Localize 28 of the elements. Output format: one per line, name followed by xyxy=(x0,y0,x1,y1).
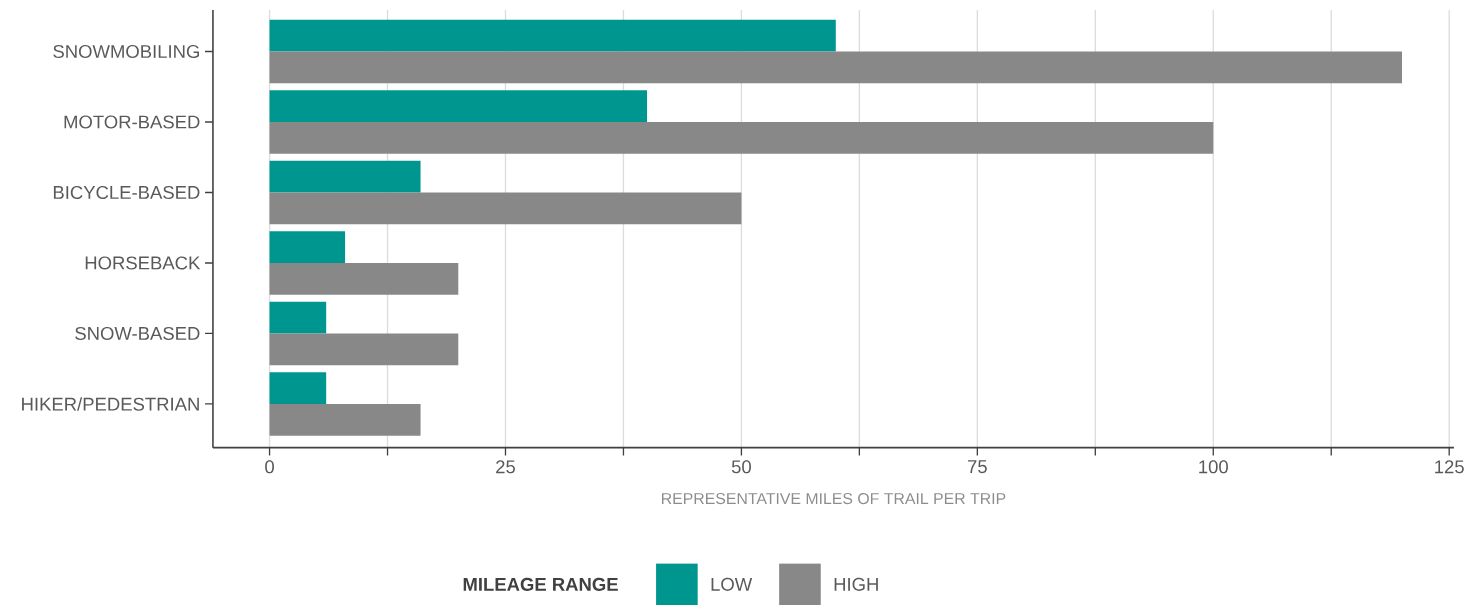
bar xyxy=(269,403,421,436)
x-tick-label: 0 xyxy=(265,460,274,474)
x-tick-label: 75 xyxy=(968,460,987,474)
legend-title: MILEAGE RANGE xyxy=(463,577,618,591)
bar xyxy=(269,121,1214,154)
bar xyxy=(269,51,1402,84)
x-tick-label: 125 xyxy=(1435,460,1464,474)
y-tick-label: HIKER/PEDESTRIAN xyxy=(22,397,199,411)
bar xyxy=(269,301,327,334)
bar xyxy=(269,90,648,122)
legend-label: HIGH xyxy=(834,577,878,591)
bar xyxy=(269,231,346,263)
x-tick-label: 100 xyxy=(1199,460,1228,474)
x-tick-label: 50 xyxy=(731,460,751,474)
legend-label: LOW xyxy=(711,577,753,591)
bar xyxy=(269,372,327,404)
y-tick-label: MOTOR-BASED xyxy=(64,115,200,129)
y-tick-label: SNOWMOBILING xyxy=(53,44,199,58)
bar xyxy=(269,19,836,52)
y-tick-label: BICYCLE-BASED xyxy=(53,185,200,199)
bar xyxy=(269,333,459,366)
bar xyxy=(269,160,421,193)
y-tick-label: HORSEBACK xyxy=(85,256,201,270)
x-tick-label: 25 xyxy=(496,460,515,474)
bar xyxy=(269,192,742,225)
x-axis-title: REPRESENTATIVE MILES OF TRAIL PER TRIP xyxy=(662,492,1006,505)
y-tick-label: SNOW-BASED xyxy=(75,326,200,340)
bar xyxy=(269,262,459,295)
